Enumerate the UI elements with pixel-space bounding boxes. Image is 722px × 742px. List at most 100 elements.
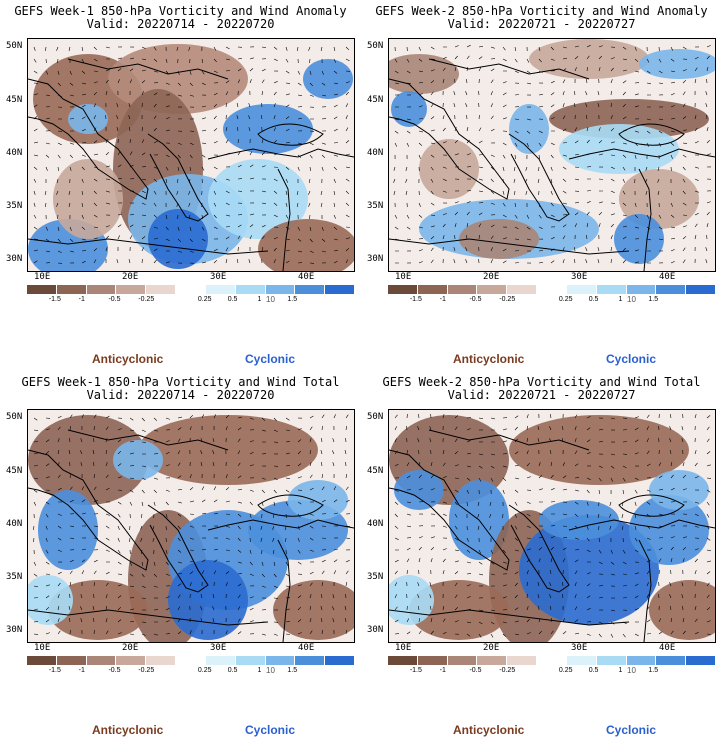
- longitude-label: 20E: [483, 272, 500, 282]
- vorticity-region: [391, 91, 427, 127]
- colorbar-tick-label: -0.5: [108, 296, 121, 303]
- coastline: [28, 429, 354, 642]
- vorticity-region: [639, 49, 715, 79]
- panel-week2-total: GEFS Week-2 850-hPa Vorticity and Wind T…: [361, 371, 722, 742]
- vorticity-region: [509, 104, 549, 154]
- colorbar-tick-label: 0.5: [588, 667, 599, 674]
- colorbar-tick-label: 1: [618, 296, 623, 303]
- colorbar-cell: [176, 656, 206, 665]
- map-canvas: [389, 39, 715, 271]
- colorbar-cell: [477, 656, 508, 665]
- longitude-label: 10E: [34, 643, 51, 653]
- map-canvas: [389, 410, 715, 642]
- coastline: [28, 58, 354, 271]
- colorbar-cell: [388, 285, 418, 294]
- colorbar-tick-label: -1.5: [409, 296, 422, 303]
- colorbar: [388, 285, 716, 294]
- wind-vectors: [394, 413, 712, 638]
- latitude-label: 50N: [6, 41, 23, 51]
- vorticity-region: [38, 490, 98, 570]
- longitude-label: 10E: [34, 272, 51, 282]
- coastline: [389, 429, 715, 642]
- vorticity-region: [113, 440, 163, 480]
- wind-vector-paths: [393, 44, 712, 264]
- colorbar-cell: [537, 285, 567, 294]
- latitude-label: 30N: [6, 254, 23, 264]
- colorbar-cell: [447, 656, 478, 665]
- colorbar-cell: [176, 285, 206, 294]
- colorbar-cell: [626, 656, 657, 665]
- colorbar-cell: [27, 656, 57, 665]
- colorbar-cell: [566, 285, 597, 294]
- latitude-label: 40N: [6, 519, 23, 529]
- panel-title: GEFS Week-2 850-hPa Vorticity and Wind A…: [375, 4, 708, 18]
- colorbar-cell: [205, 656, 236, 665]
- colorbar-cell: [325, 285, 355, 294]
- wind-vector-paths: [33, 46, 351, 264]
- vorticity-region: [629, 495, 709, 565]
- colorbar-cell: [477, 285, 508, 294]
- panel-valid-date: Valid: 20220714 - 20220720: [86, 388, 275, 402]
- longitude-label: 30E: [571, 272, 588, 282]
- vorticity-region: [389, 575, 434, 625]
- latitude-label: 50N: [6, 412, 23, 422]
- colorbar-tick-label: -1: [439, 667, 446, 674]
- wind-vectors: [393, 44, 712, 264]
- longitude-label: 10E: [395, 643, 412, 653]
- longitude-label: 40E: [298, 643, 315, 653]
- longitude-label: 20E: [122, 643, 139, 653]
- colorbar-cell: [656, 656, 687, 665]
- anticyclonic-caption: Anticyclonic: [453, 723, 525, 737]
- panel-week2-anomaly: GEFS Week-2 850-hPa Vorticity and Wind A…: [361, 0, 722, 371]
- colorbar-cell: [656, 285, 687, 294]
- reference-vector-label: 10: [266, 295, 275, 304]
- colorbar-tick-label: -0.25: [138, 667, 155, 674]
- colorbar-tick-label: 1: [257, 667, 262, 674]
- vorticity-region: [649, 580, 715, 640]
- panel-valid-date: Valid: 20220721 - 20220727: [447, 388, 636, 402]
- colorbar-cell: [116, 285, 147, 294]
- longitude-label: 20E: [122, 272, 139, 282]
- vorticity-region: [529, 39, 649, 79]
- wind-vector-paths: [394, 413, 712, 638]
- colorbar-tick-label: 0.5: [227, 296, 238, 303]
- longitude-label: 30E: [571, 643, 588, 653]
- latitude-label: 35N: [367, 572, 384, 582]
- colorbar-tick-label: -1: [78, 296, 85, 303]
- vorticity-region: [409, 580, 509, 640]
- colorbar-tick-label: -1: [439, 296, 446, 303]
- colorbar-tick-label: -1.5: [409, 667, 422, 674]
- colorbar-tick-label: 1: [257, 296, 262, 303]
- longitude-label: 40E: [659, 272, 676, 282]
- colorbar-cell: [447, 285, 478, 294]
- panel-title: GEFS Week-1 850-hPa Vorticity and Wind A…: [14, 4, 347, 18]
- colorbar-tick-label: -0.5: [108, 667, 121, 674]
- anticyclonic-caption: Anticyclonic: [92, 352, 164, 366]
- colorbar-tick-label: 0.5: [588, 296, 599, 303]
- latitude-label: 45N: [6, 95, 23, 105]
- latitude-label: 45N: [6, 466, 23, 476]
- wind-vector-paths: [33, 414, 351, 636]
- reference-vector-label: 10: [627, 295, 636, 304]
- wind-vectors: [33, 46, 351, 264]
- cyclonic-caption: Cyclonic: [606, 723, 657, 737]
- longitude-label: 40E: [298, 272, 315, 282]
- colorbar: [27, 285, 355, 294]
- wind-vectors: [33, 414, 351, 636]
- colorbar-cell: [235, 656, 266, 665]
- colorbar-cell: [507, 285, 538, 294]
- colorbar-cell: [146, 656, 177, 665]
- colorbar-tick-label: 0.5: [227, 667, 238, 674]
- colorbar-tick-label: -1.5: [48, 296, 61, 303]
- longitude-label: 30E: [210, 643, 227, 653]
- vorticity-region: [288, 480, 348, 520]
- vorticity-region: [48, 580, 148, 640]
- colorbar: [388, 656, 716, 665]
- latitude-label: 40N: [367, 519, 384, 529]
- colorbar-cell: [596, 285, 627, 294]
- colorbar-cell: [205, 285, 236, 294]
- latitude-label: 30N: [367, 625, 384, 635]
- cyclonic-caption: Cyclonic: [245, 352, 296, 366]
- colorbar-cell: [295, 285, 326, 294]
- vorticity-region: [519, 515, 659, 625]
